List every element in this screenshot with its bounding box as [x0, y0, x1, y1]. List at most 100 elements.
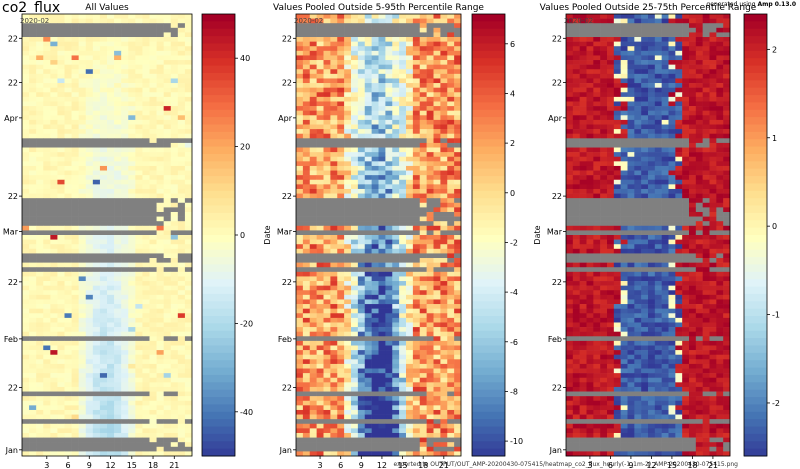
heatmap-cell — [50, 373, 58, 379]
heatmap-cell — [57, 428, 65, 434]
heatmap-cell — [163, 409, 172, 415]
heatmap-cell — [426, 184, 434, 190]
heatmap-cell — [357, 73, 366, 79]
heatmap-cell — [433, 235, 441, 240]
heatmap-cell — [440, 18, 448, 24]
heatmap-cell — [419, 152, 427, 158]
heatmap-cell — [184, 161, 193, 167]
heatmap-cell — [43, 69, 51, 75]
heatmap-cell — [114, 27, 122, 33]
heatmap-cell — [323, 32, 331, 38]
colorbar-segment — [202, 308, 235, 317]
heatmap-cell — [107, 414, 115, 420]
heatmap-cell — [71, 294, 79, 300]
heatmap-cell — [364, 69, 372, 75]
heatmap-cell — [177, 216, 186, 222]
heatmap-cell — [114, 170, 122, 176]
heatmap-cell — [447, 101, 455, 107]
heatmap-cell — [50, 78, 58, 84]
heatmap-cell — [99, 147, 108, 153]
heatmap-cell — [447, 350, 455, 355]
heatmap-cell — [29, 60, 37, 65]
heatmap-cell — [323, 78, 331, 84]
heatmap-cell — [309, 317, 317, 323]
colorbar-tick-label: 0 — [240, 231, 245, 240]
heatmap-cell — [433, 299, 441, 305]
heatmap-cell — [78, 432, 87, 438]
heatmap-cell — [114, 179, 122, 185]
heatmap-cell — [29, 368, 37, 374]
heatmap-cell — [371, 60, 379, 65]
heatmap-cell — [22, 165, 30, 171]
heatmap-cell — [177, 377, 186, 383]
heatmap-cell — [378, 248, 386, 254]
heatmap-cell — [99, 211, 108, 217]
heatmap-cell — [50, 32, 58, 38]
heatmap-cell — [114, 83, 122, 88]
colorbar-segment — [472, 374, 505, 383]
heatmap-cell — [71, 142, 79, 148]
heatmap-cell — [99, 129, 108, 134]
heatmap-cell — [50, 230, 58, 236]
heatmap-cell — [142, 106, 150, 111]
heatmap-cell — [330, 437, 338, 443]
heatmap-cell — [163, 115, 172, 121]
heatmap-cell — [371, 377, 379, 383]
heatmap-cell — [29, 152, 37, 158]
heatmap-cell — [399, 373, 407, 379]
heatmap-cell — [419, 207, 427, 213]
heatmap-cell — [344, 308, 352, 314]
heatmap-cell — [378, 276, 386, 282]
heatmap-cell — [323, 331, 331, 337]
heatmap-cell — [22, 294, 30, 300]
heatmap-cell — [170, 428, 179, 434]
heatmap-cell — [57, 138, 65, 144]
heatmap-cell — [296, 451, 304, 457]
heatmap-cell — [392, 32, 400, 38]
heatmap-cell — [121, 64, 129, 70]
heatmap-cell — [371, 41, 379, 47]
heatmap-cell — [419, 262, 427, 268]
heatmap-cell — [572, 14, 580, 19]
heatmap-cell — [433, 405, 441, 411]
heatmap-cell — [302, 391, 311, 397]
heatmap-cell — [170, 313, 179, 319]
heatmap-cell — [128, 64, 136, 70]
heatmap-cell — [78, 359, 87, 365]
heatmap-cell — [454, 55, 462, 61]
heatmap-cell — [128, 92, 136, 98]
heatmap-cell — [64, 165, 72, 171]
heatmap-cell — [64, 327, 72, 332]
heatmap-cell — [364, 382, 372, 388]
heatmap-cell — [170, 281, 179, 286]
heatmap-cell — [128, 304, 136, 309]
heatmap-cell — [114, 14, 122, 19]
heatmap-cell — [36, 138, 44, 144]
heatmap-cell — [426, 119, 434, 125]
heatmap-cell — [419, 69, 427, 75]
heatmap-cell — [440, 276, 448, 282]
heatmap-cell — [78, 248, 87, 254]
heatmap-cell — [107, 235, 115, 240]
heatmap-cell — [447, 239, 455, 245]
heatmap-cell — [447, 377, 455, 383]
heatmap-cell — [426, 170, 434, 176]
heatmap-cell — [454, 373, 462, 379]
heatmap-cell — [323, 432, 331, 438]
heatmap-cell — [454, 336, 462, 342]
heatmap-cell — [406, 437, 414, 443]
heatmap-cell — [64, 18, 72, 24]
heatmap-cell — [92, 92, 101, 98]
heatmap-cell — [447, 262, 455, 268]
heatmap-cell — [128, 55, 136, 61]
heatmap-cell — [371, 313, 379, 319]
heatmap-cell — [426, 188, 434, 194]
heatmap-cell — [399, 428, 407, 434]
heatmap-cell — [323, 299, 331, 305]
heatmap-cell — [36, 331, 44, 337]
heatmap-cell — [135, 294, 143, 300]
heatmap-cell — [454, 175, 462, 181]
heatmap-cell — [85, 432, 94, 438]
heatmap-cell — [99, 101, 108, 107]
heatmap-cell — [92, 235, 101, 240]
